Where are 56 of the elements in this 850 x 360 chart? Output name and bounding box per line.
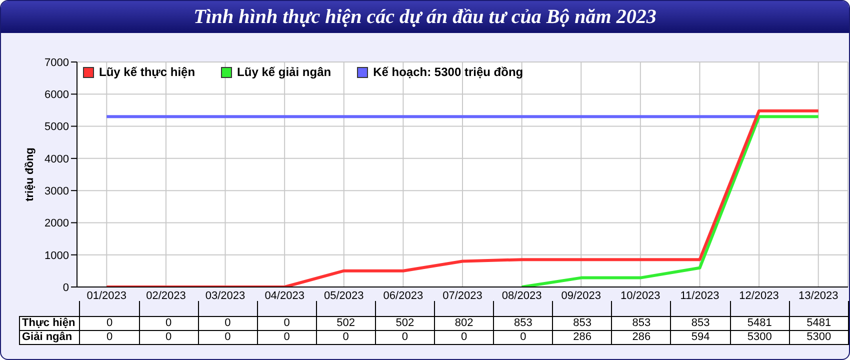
text: 0 — [224, 331, 231, 343]
text: 0 — [402, 331, 408, 343]
legend-label: Lũy kế giải ngân — [236, 65, 332, 79]
data-label: 286 — [552, 330, 612, 344]
x-tick-label: 07/2023 — [442, 290, 482, 302]
text: 0 — [342, 331, 349, 343]
legend-label: Lũy kế thực hiện — [98, 65, 196, 79]
data-label: 5300 — [730, 330, 790, 344]
data-label: 5481 — [789, 316, 848, 330]
y-tick-label: 4000 — [44, 153, 69, 166]
y-tick-label: 2000 — [44, 218, 69, 230]
text: 0 — [166, 331, 172, 343]
line-series — [105, 109, 820, 287]
data-label: 853 — [552, 316, 612, 330]
x-tick-label: 10/2023 — [620, 290, 660, 302]
text: 0 — [461, 331, 468, 343]
data-label: 5481 — [730, 316, 790, 330]
data-label: 0 — [257, 316, 316, 330]
x-tick-label: 03/2023 — [205, 290, 246, 302]
y-tick-label: 5000 — [44, 121, 69, 134]
x-tick-label: 06/2023 — [383, 290, 424, 302]
x-tick-label: 01/2023 — [86, 290, 127, 302]
text: 0 — [106, 331, 113, 343]
data-label: 0 — [494, 330, 553, 344]
data-label: 502 — [316, 316, 376, 330]
data-label: 802 — [434, 316, 494, 330]
y-tick-label: 0 — [62, 282, 69, 294]
y-tick-label: 7000 — [44, 56, 69, 69]
text: Thực hiện — [20, 316, 80, 330]
data-label: 853 — [494, 316, 553, 330]
legend-label: Kế hoạch: 5300 triệu đồng — [372, 65, 524, 79]
y-axis-title: triệu đồng — [24, 148, 36, 202]
x-tick-label: 13/2023 — [798, 290, 838, 302]
text: 0 — [284, 331, 290, 343]
data-label: 286 — [612, 330, 671, 344]
x-tick-label: 05/2023 — [324, 290, 364, 302]
data-label: 0 — [198, 316, 258, 330]
x-tick-label: 04/2023 — [264, 290, 304, 302]
data-label: 502 — [375, 316, 435, 330]
data-label: 0 — [80, 316, 140, 330]
data-label: 594 — [670, 330, 730, 344]
chart-title: Tình hình thực hiện các dự án đầu tư của Bộ năm 2023 — [1, 1, 849, 33]
y-tick-label: 3000 — [44, 185, 69, 198]
y-tick-label: 1000 — [44, 250, 69, 262]
data-label: 0 — [139, 316, 198, 330]
x-tick-label: 08/2023 — [502, 290, 542, 302]
text: Giải ngân — [20, 330, 80, 344]
x-tick-label: 11/2023 — [680, 290, 720, 302]
data-label: 853 — [612, 316, 671, 330]
y-tick-label: 6000 — [44, 89, 69, 102]
data-label: 5300 — [789, 330, 848, 344]
data-label: 853 — [670, 316, 730, 330]
x-tick-label: 02/2023 — [146, 290, 186, 302]
x-tick-label: 12/2023 — [739, 290, 779, 302]
x-tick-label: 09/2023 — [561, 290, 601, 302]
line-series — [520, 115, 820, 287]
